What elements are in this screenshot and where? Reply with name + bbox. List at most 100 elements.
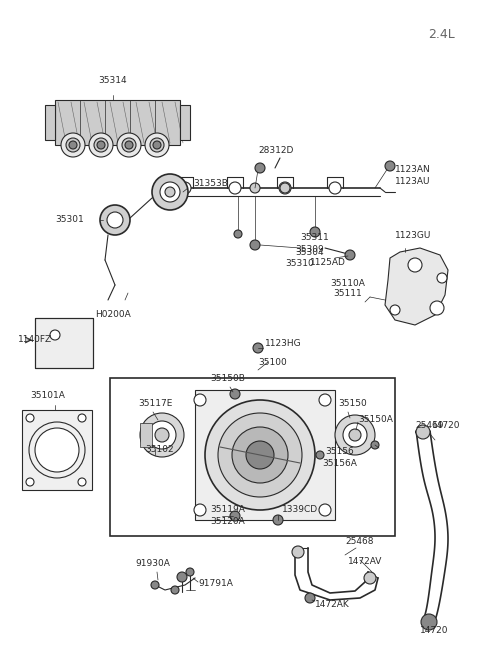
- Text: 35304: 35304: [295, 248, 324, 257]
- Text: 1140FZ: 1140FZ: [18, 335, 52, 345]
- Circle shape: [390, 305, 400, 315]
- Circle shape: [97, 141, 105, 149]
- Text: 35119A: 35119A: [210, 506, 245, 514]
- Circle shape: [229, 182, 241, 194]
- Circle shape: [179, 182, 191, 194]
- Circle shape: [371, 441, 379, 449]
- Circle shape: [232, 427, 288, 483]
- Text: 1123HG: 1123HG: [265, 339, 301, 348]
- Circle shape: [349, 429, 361, 441]
- Bar: [55, 100, 180, 145]
- Text: 35150B: 35150B: [210, 374, 245, 383]
- Text: 35102: 35102: [145, 445, 174, 455]
- Circle shape: [122, 138, 136, 152]
- Text: 35301: 35301: [55, 215, 84, 225]
- Circle shape: [430, 301, 444, 315]
- Text: 35150: 35150: [338, 399, 367, 408]
- Text: 35150A: 35150A: [358, 415, 393, 424]
- Bar: [180, 105, 190, 140]
- Circle shape: [421, 614, 437, 630]
- Text: H0200A: H0200A: [95, 310, 131, 319]
- Text: 35110A: 35110A: [330, 279, 365, 288]
- Text: 35309: 35309: [295, 246, 324, 255]
- Text: 1125AD: 1125AD: [310, 258, 346, 267]
- Text: 35156: 35156: [325, 447, 354, 457]
- Circle shape: [152, 174, 188, 210]
- Circle shape: [160, 182, 180, 202]
- Circle shape: [316, 451, 324, 459]
- Circle shape: [194, 504, 206, 516]
- Circle shape: [125, 141, 133, 149]
- Text: 28312D: 28312D: [258, 146, 293, 155]
- Circle shape: [230, 389, 240, 399]
- Text: 25468: 25468: [345, 537, 373, 546]
- Circle shape: [171, 586, 179, 594]
- Circle shape: [148, 421, 176, 449]
- Text: 35117E: 35117E: [138, 399, 172, 408]
- Circle shape: [151, 581, 159, 589]
- Circle shape: [437, 273, 447, 283]
- Text: 91930A: 91930A: [135, 559, 170, 568]
- Circle shape: [246, 441, 274, 469]
- Circle shape: [205, 400, 315, 510]
- Circle shape: [250, 240, 260, 250]
- Bar: [140, 423, 152, 447]
- Bar: [195, 390, 335, 520]
- Circle shape: [177, 572, 187, 582]
- Text: 35120A: 35120A: [210, 517, 245, 527]
- Circle shape: [107, 212, 123, 228]
- Circle shape: [345, 250, 355, 260]
- Circle shape: [335, 415, 375, 455]
- Circle shape: [255, 163, 265, 173]
- Circle shape: [165, 187, 175, 197]
- Circle shape: [279, 182, 291, 194]
- Circle shape: [140, 413, 184, 457]
- Circle shape: [343, 423, 367, 447]
- Circle shape: [319, 394, 331, 406]
- Bar: [22, 410, 92, 490]
- Circle shape: [292, 546, 304, 558]
- Circle shape: [329, 182, 341, 194]
- Bar: [45, 105, 55, 140]
- Bar: [110, 378, 395, 536]
- Polygon shape: [385, 248, 448, 325]
- Circle shape: [153, 141, 161, 149]
- Circle shape: [319, 504, 331, 516]
- Circle shape: [273, 515, 283, 525]
- Circle shape: [364, 572, 376, 584]
- Bar: [35, 318, 93, 368]
- Circle shape: [117, 133, 141, 157]
- Text: 2.4L: 2.4L: [428, 28, 455, 41]
- Text: 25469: 25469: [415, 421, 444, 430]
- Circle shape: [253, 343, 263, 353]
- Circle shape: [145, 133, 169, 157]
- Circle shape: [78, 414, 86, 422]
- Circle shape: [50, 330, 60, 340]
- Circle shape: [385, 161, 395, 171]
- Circle shape: [66, 138, 80, 152]
- Circle shape: [234, 230, 242, 238]
- Circle shape: [186, 568, 194, 576]
- Circle shape: [305, 593, 315, 603]
- Text: 35310: 35310: [285, 259, 314, 267]
- Circle shape: [194, 394, 206, 406]
- Circle shape: [408, 258, 422, 272]
- Text: 1339CD: 1339CD: [282, 506, 318, 514]
- Text: 35311: 35311: [300, 233, 329, 242]
- Text: 1123AN: 1123AN: [395, 166, 431, 174]
- Text: 91791A: 91791A: [198, 578, 233, 588]
- Circle shape: [230, 511, 240, 521]
- Circle shape: [89, 133, 113, 157]
- Text: 1123GU: 1123GU: [395, 231, 432, 240]
- Text: 1472AK: 1472AK: [315, 600, 350, 609]
- Circle shape: [100, 205, 130, 235]
- Text: 35111: 35111: [333, 289, 362, 298]
- Text: 14720: 14720: [432, 421, 460, 430]
- Circle shape: [35, 428, 79, 472]
- Text: 1123AU: 1123AU: [395, 178, 431, 187]
- Circle shape: [78, 478, 86, 486]
- Circle shape: [310, 227, 320, 237]
- Circle shape: [250, 183, 260, 193]
- Circle shape: [94, 138, 108, 152]
- Circle shape: [61, 133, 85, 157]
